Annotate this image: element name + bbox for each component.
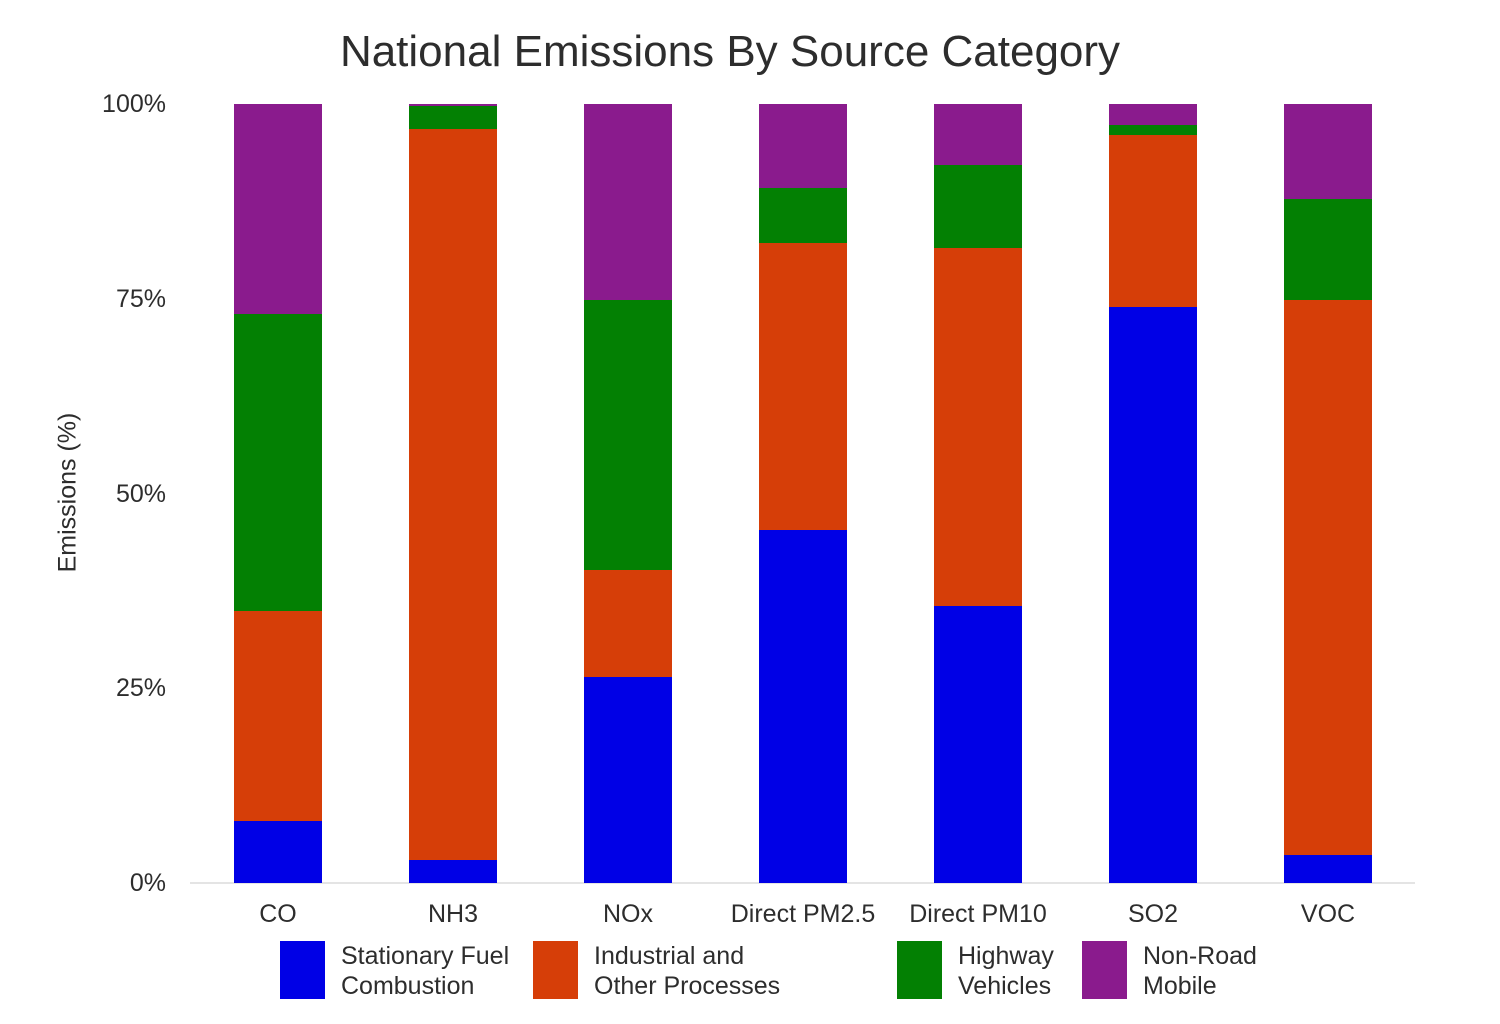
bar-segment-so2-industrial-and-other-processes [1109, 135, 1197, 308]
legend-swatch-non-road-mobile [1082, 941, 1127, 999]
bar-segment-co-industrial-and-other-processes [234, 611, 322, 821]
y-tick-50: 50% [115, 479, 166, 508]
y-tick-0: 0% [129, 869, 166, 897]
y-tick-75: 75% [115, 284, 166, 313]
bar-segment-direct-pm10-non-road-mobile [934, 104, 1022, 165]
legend-item-non-road-mobile[interactable]: Non-Road Mobile [1082, 941, 1257, 1001]
legend-label-highway-vehicles: Highway Vehicles [958, 942, 1054, 1000]
bar-segment-nox-industrial-and-other-processes [584, 569, 672, 678]
bar-segment-co-non-road-mobile [234, 104, 322, 315]
legend-swatch-stationary-fuel-combustion [280, 941, 325, 999]
bar-segment-nox-non-road-mobile [584, 104, 672, 301]
chart-title: National Emissions By Source Category [339, 27, 1121, 76]
bar-segment-direct-pm2-5-non-road-mobile [759, 104, 847, 189]
x-label-direct-pm10: Direct PM10 [909, 900, 1047, 928]
bar-segment-direct-pm10-industrial-and-other-processes [934, 248, 1022, 606]
bar-segment-co-stationary-fuel-combustion [234, 820, 322, 883]
bar-segment-co-highway-vehicles [234, 314, 322, 612]
x-label-voc: VOC [1300, 900, 1356, 928]
bar-segment-nh3-industrial-and-other-processes [409, 128, 497, 860]
bar-segment-direct-pm2-5-highway-vehicles [759, 188, 847, 243]
bar-segment-so2-stationary-fuel-combustion [1109, 307, 1197, 883]
legend-item-stationary-fuel-combustion[interactable]: Stationary Fuel Combustion [280, 941, 509, 1001]
legend-swatch-highway-vehicles [897, 941, 942, 999]
bar-segment-nh3-non-road-mobile [409, 104, 497, 107]
bar-segment-voc-industrial-and-other-processes [1284, 300, 1372, 855]
bar-segment-nh3-stationary-fuel-combustion [409, 859, 497, 883]
x-label-co: CO [259, 900, 297, 928]
bar-segment-nh3-highway-vehicles [409, 106, 497, 129]
legend-label-industrial-and-other-processes: Industrial and Other Processes [594, 942, 781, 1000]
bar-segment-direct-pm2-5-industrial-and-other-processes [759, 242, 847, 531]
legend-item-industrial-and-other-processes[interactable]: Industrial and Other Processes [533, 941, 780, 1001]
x-axis-baseline [190, 882, 1415, 884]
legend-label-stationary-fuel-combustion: Stationary Fuel Combustion [341, 942, 510, 1000]
bar-segment-so2-highway-vehicles [1109, 125, 1197, 136]
bar-segment-voc-non-road-mobile [1284, 104, 1372, 200]
bar-segment-direct-pm10-highway-vehicles [934, 164, 1022, 249]
x-label-nh3: NH3 [427, 900, 478, 928]
x-label-direct-pm2-5: Direct PM2.5 [730, 900, 876, 928]
y-tick-100: 100% [102, 90, 166, 118]
x-label-nox: NOx [603, 900, 653, 928]
bar-segment-so2-non-road-mobile [1109, 104, 1197, 126]
legend-swatch-industrial-and-other-processes [533, 941, 578, 999]
bar-segment-direct-pm2-5-stationary-fuel-combustion [759, 530, 847, 883]
legend-label-non-road-mobile: Non-Road Mobile [1143, 942, 1257, 1000]
bar-segment-direct-pm10-stationary-fuel-combustion [934, 605, 1022, 883]
bar-segment-nox-stationary-fuel-combustion [584, 677, 672, 883]
bar-segment-voc-highway-vehicles [1284, 199, 1372, 301]
legend-item-highway-vehicles[interactable]: Highway Vehicles [897, 941, 1054, 1001]
y-tick-25: 25% [115, 674, 166, 703]
bar-segment-voc-stationary-fuel-combustion [1284, 854, 1372, 883]
bar-segment-nox-highway-vehicles [584, 300, 672, 570]
x-label-so2: SO2 [1127, 900, 1179, 928]
